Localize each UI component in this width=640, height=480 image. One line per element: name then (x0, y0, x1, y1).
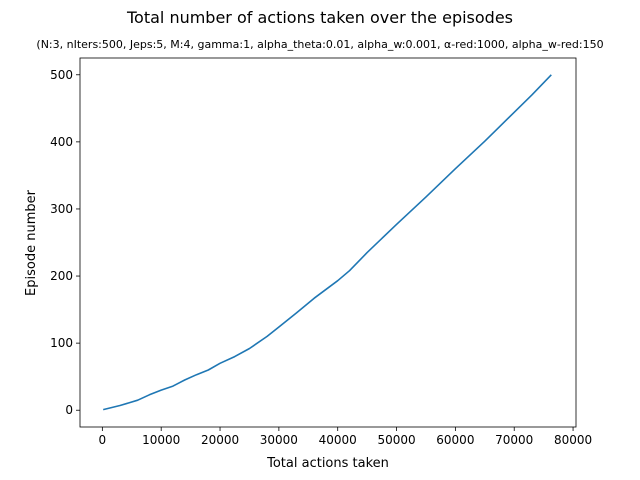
y-tick-label: 300 (50, 202, 73, 216)
x-tick-label: 60000 (436, 433, 474, 447)
y-tick-label: 400 (50, 135, 73, 149)
y-tick-label: 200 (50, 269, 73, 283)
y-axis-label: Episode number (24, 189, 39, 296)
chart-title: Total number of actions taken over the e… (126, 8, 514, 27)
x-tick-label: 30000 (260, 433, 298, 447)
y-tick-label: 100 (50, 336, 73, 350)
x-tick-label: 20000 (201, 433, 239, 447)
plot-frame (79, 57, 577, 428)
y-tick-label: 500 (50, 68, 73, 82)
series-line-0 (103, 74, 552, 411)
x-axis-label: Total actions taken (266, 456, 389, 471)
x-tick-label: 70000 (495, 433, 533, 447)
y-tick-label: 0 (65, 403, 73, 417)
x-tick-label: 0 (99, 433, 107, 447)
x-tick-label: 80000 (554, 433, 592, 447)
x-tick-label: 40000 (319, 433, 357, 447)
x-tick-label: 50000 (377, 433, 415, 447)
x-tick-label: 10000 (142, 433, 180, 447)
chart-subtitle: (N:3, nIters:500, Jeps:5, M:4, gamma:1, … (36, 38, 604, 51)
